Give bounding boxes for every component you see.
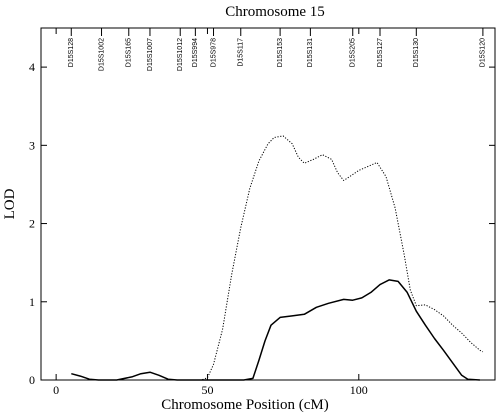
marker-label: D15S1007 bbox=[147, 38, 154, 71]
marker-label: D15S165 bbox=[126, 38, 133, 67]
marker-label: D15S131 bbox=[307, 38, 314, 67]
plot-frame bbox=[40, 27, 496, 381]
marker-label: D15S978 bbox=[210, 38, 217, 67]
series-line-dotted bbox=[177, 135, 484, 381]
marker-label: D15S994 bbox=[192, 38, 199, 67]
x-axis-label: Chromosome Position (cM) bbox=[161, 397, 329, 413]
y-axis-ticks: 0 1 2 3 4 bbox=[29, 60, 495, 387]
marker-label: D15S120 bbox=[480, 38, 487, 67]
chart-title: Chromosome 15 bbox=[225, 4, 325, 20]
x-axis-ticks: 0 50 100 bbox=[53, 28, 368, 397]
y-tick-label: 2 bbox=[29, 217, 35, 231]
marker-label: D15S205 bbox=[350, 38, 357, 67]
y-tick-label: 4 bbox=[29, 60, 35, 74]
series-line-solid bbox=[71, 279, 480, 381]
marker-label: D15S128 bbox=[68, 38, 75, 67]
y-tick-label: 1 bbox=[29, 295, 35, 309]
y-axis-label: LOD bbox=[2, 188, 18, 219]
x-tick-label: 50 bbox=[201, 383, 213, 397]
marker-group: D15S128 D15S1002 D15S165 D15S1007 D15S1012 D1… bbox=[68, 28, 487, 71]
marker-label: D15S127 bbox=[377, 38, 384, 67]
y-tick-label: 0 bbox=[29, 373, 35, 387]
series-group bbox=[71, 135, 484, 381]
marker-label: D15S130 bbox=[413, 38, 420, 67]
marker-label: D15S1012 bbox=[177, 38, 184, 71]
x-tick-label: 0 bbox=[53, 383, 59, 397]
x-tick-label: 100 bbox=[350, 383, 368, 397]
marker-label: D15S117 bbox=[238, 38, 245, 67]
marker-label: D15S1002 bbox=[98, 38, 105, 71]
marker-label: D15S153 bbox=[277, 38, 284, 67]
y-tick-label: 3 bbox=[29, 138, 35, 152]
